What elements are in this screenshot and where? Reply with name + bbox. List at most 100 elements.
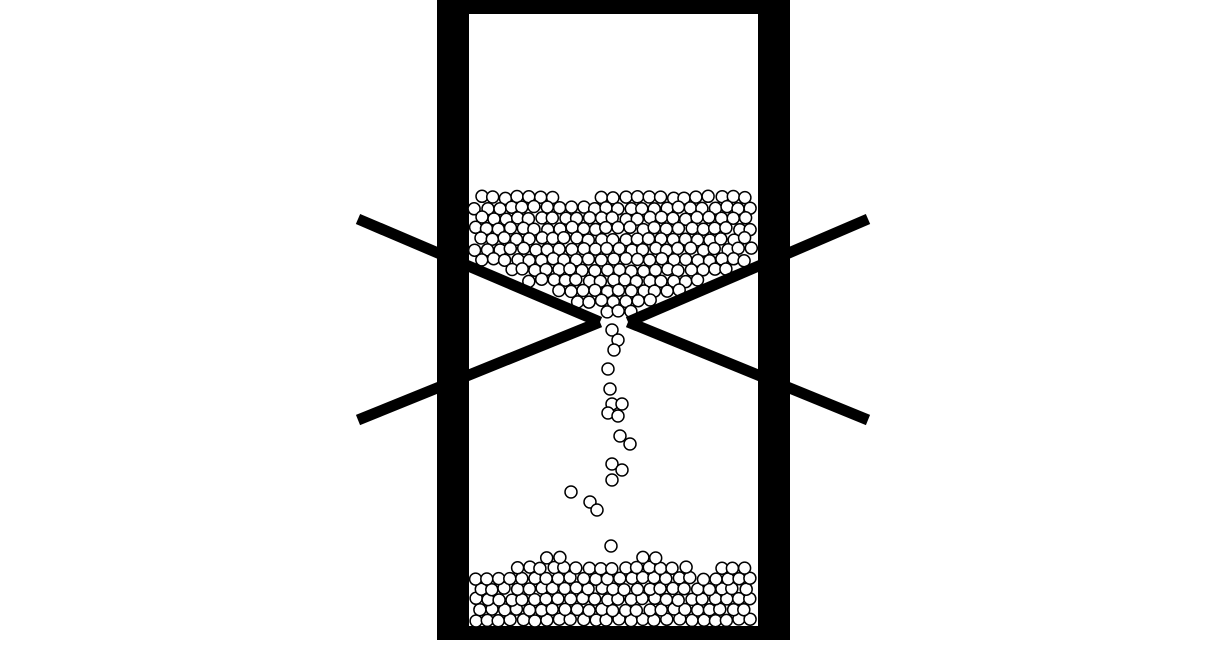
sand-grain [623, 220, 637, 235]
sand-grain [738, 211, 753, 225]
sand-grain [720, 199, 734, 214]
sand-grain [503, 221, 518, 235]
sand-grain [647, 220, 661, 235]
settled-sand-grain [510, 561, 525, 575]
settled-sand-grain [522, 582, 537, 596]
sand-grain [594, 293, 609, 307]
sand-grain [552, 200, 567, 215]
sand-grain [631, 293, 645, 308]
sand-grain [643, 293, 657, 307]
settled-sand-grain [480, 572, 494, 586]
settled-sand-grain [491, 614, 505, 628]
falling-sand-grain [590, 503, 604, 517]
sand-grain [683, 241, 698, 255]
sand-grain [516, 241, 531, 256]
falling-grain-stream [564, 323, 637, 553]
sand-grain [581, 252, 596, 266]
settled-sand-grain [605, 562, 619, 576]
sand-grain [654, 210, 669, 224]
falling-sand-grain [603, 382, 617, 396]
sand-grain [582, 210, 597, 225]
sand-grain [685, 221, 699, 236]
settled-sand-grain [473, 602, 487, 617]
settled-sand-grain [492, 593, 506, 607]
sand-grain [576, 283, 590, 298]
baffle-right-lower [625, 316, 871, 426]
settled-sand-grain [617, 582, 631, 597]
sand-grain [654, 274, 668, 289]
settled-sand-grain [725, 561, 740, 576]
sand-grain [666, 211, 680, 226]
settled-sand-grain [648, 551, 663, 565]
falling-sand-grain [605, 473, 619, 487]
frame-right-wall [758, 0, 790, 640]
sand-grain [671, 221, 686, 236]
settled-sand-grain [743, 612, 757, 626]
sand-grain [600, 305, 614, 319]
sand-grain [653, 190, 668, 204]
settled-sand-grain [653, 581, 667, 596]
settled-sand-grain [569, 561, 583, 575]
upper-reservoir-grains [467, 189, 759, 319]
settled-sand-grain [594, 562, 608, 576]
settled-sand-grain [539, 551, 554, 565]
sand-grain [474, 231, 488, 245]
settled-sand-grain [582, 561, 597, 576]
sand-grain [619, 190, 633, 204]
sand-grain [707, 241, 721, 256]
sand-grain [619, 251, 633, 266]
sand-grain [702, 210, 716, 225]
settled-sand-grain [545, 602, 559, 616]
falling-sand-grain [604, 539, 618, 553]
sand-grain [660, 284, 674, 298]
settled-sand-grain [709, 572, 723, 586]
sand-grain [690, 273, 705, 287]
sand-grain [611, 304, 625, 318]
settled-sand-grain [659, 571, 673, 586]
baffle-left-lower [355, 316, 603, 426]
settled-sand-grain [587, 592, 602, 606]
settled-sand-grain [469, 614, 483, 628]
falling-sand-grain [611, 409, 625, 423]
falling-sand-grain [615, 463, 629, 477]
sand-grain [599, 241, 614, 256]
settled-sand-grain [737, 602, 751, 617]
frame-left-wall [437, 0, 469, 640]
settled-sand-grain [528, 614, 542, 628]
settled-sand-grain [719, 613, 734, 628]
sand-grain [552, 242, 566, 256]
sand-grain [497, 231, 511, 245]
sand-grain [719, 221, 733, 235]
sand-grain [611, 220, 625, 235]
sand-grain [671, 200, 686, 214]
sand-grain [534, 272, 549, 286]
settled-sand-grain [671, 593, 685, 607]
lower-reservoir-grains [468, 550, 757, 628]
sand-grain [607, 252, 621, 266]
sand-grain [671, 241, 685, 256]
sand-grain [611, 283, 626, 297]
sand-grain [744, 241, 759, 255]
sand-grain [557, 230, 571, 245]
sand-grain [606, 191, 620, 205]
funnel-baffles [355, 213, 871, 426]
sand-grain [467, 243, 482, 257]
sand-grain [515, 262, 529, 276]
baffle-right-upper [625, 213, 871, 328]
container-frame [437, 0, 790, 640]
sand-grain [485, 190, 500, 204]
falling-sand-grain [615, 397, 629, 411]
settled-sand-grain [468, 572, 483, 586]
sand-grain [630, 252, 645, 267]
frame-top-bar [437, 0, 790, 14]
sand-grain [497, 253, 512, 267]
settled-sand-grain [659, 592, 674, 607]
frame-bottom-bar [437, 626, 790, 640]
sand-grain [552, 283, 566, 298]
sand-grain [612, 241, 626, 256]
sand-grain [564, 200, 579, 214]
sand-grain [630, 190, 645, 204]
settled-sand-grain [551, 571, 565, 586]
sand-grain [546, 231, 560, 246]
